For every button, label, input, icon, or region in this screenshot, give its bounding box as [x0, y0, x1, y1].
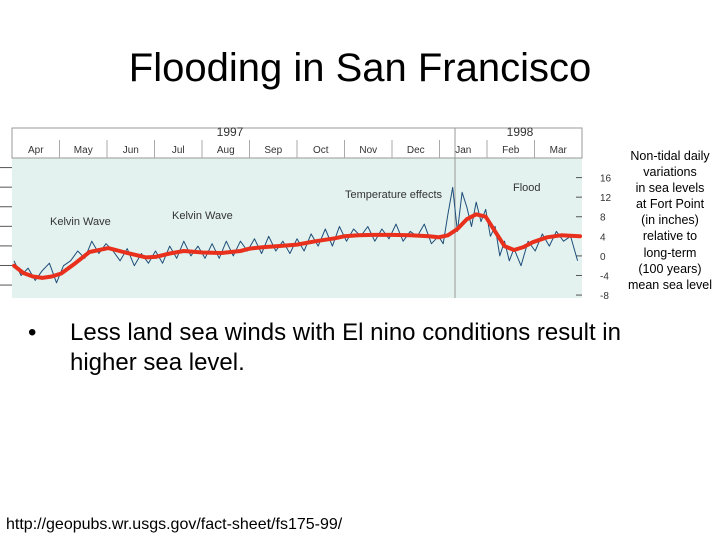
- bullet-text: Less land sea winds with El nino conditi…: [70, 319, 621, 376]
- sea-level-chart: 1997 1998 Apr May Jun Jul Aug Sep Oct Nov Dec Jan Fe…: [0, 125, 612, 300]
- side-note: Non-tidal daily variations in sea levels at…: [622, 148, 718, 293]
- side-note-line: (in inches): [641, 213, 699, 228]
- chart-annotation: Kelvin Wave: [50, 216, 111, 228]
- side-note-line: relative to: [642, 229, 698, 244]
- month-label: Dec: [407, 145, 425, 156]
- year-label: 1998: [507, 125, 534, 139]
- y-tick-label: 16: [600, 174, 612, 185]
- month-label: Jun: [123, 145, 139, 156]
- chart-annotation: Kelvin Wave: [172, 210, 233, 222]
- side-note-line: variations: [643, 165, 697, 180]
- bullet-marker: •: [28, 319, 37, 346]
- month-label: Jul: [172, 145, 185, 156]
- y-tick-label: -4: [600, 271, 609, 282]
- y-tick-label: 0: [600, 252, 606, 263]
- year-label: 1997: [217, 125, 244, 139]
- side-note-line: in sea levels: [635, 181, 705, 196]
- side-note-line: mean sea level: [627, 277, 713, 292]
- bullet-point: • Less land sea winds with El nino condi…: [28, 318, 668, 378]
- month-label: Sep: [264, 145, 282, 156]
- smoothed-trend-line: [12, 212, 582, 280]
- side-note-line: long-term: [643, 245, 697, 260]
- month-label: Oct: [313, 145, 329, 156]
- month-label: Mar: [550, 145, 568, 156]
- side-note-line: (100 years): [638, 261, 702, 276]
- month-label: Jan: [455, 145, 471, 156]
- slide-title: Flooding in San Francisco: [128, 46, 592, 90]
- chart-annotation: Temperature effects: [345, 189, 443, 201]
- month-label: Feb: [502, 145, 520, 156]
- y-tick-label: 8: [600, 213, 606, 224]
- side-note-line: Non-tidal daily: [630, 149, 710, 163]
- month-label: May: [74, 145, 93, 156]
- month-label: Apr: [28, 145, 44, 156]
- chart-annotation: Flood: [513, 182, 541, 194]
- month-label: Nov: [359, 145, 377, 156]
- y-tick-label: 12: [600, 193, 612, 204]
- month-label: Aug: [217, 145, 235, 156]
- plot-area: [12, 158, 582, 298]
- y-tick-label: 4: [600, 232, 606, 243]
- side-note-line: at Fort Point: [635, 197, 705, 212]
- y-tick-label: -8: [600, 291, 609, 300]
- source-url[interactable]: http://geopubs.wr.usgs.gov/fact-sheet/fs…: [6, 516, 343, 533]
